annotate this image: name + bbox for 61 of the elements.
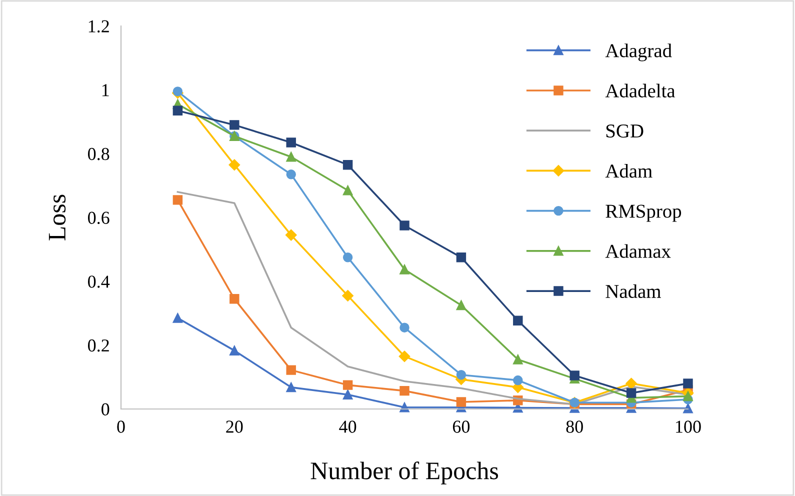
point [570, 370, 580, 380]
legend-label: Adamax [605, 244, 671, 258]
y-axis-title: Loss [48, 194, 66, 240]
point [626, 378, 637, 390]
legend-label: Adadelta [605, 84, 676, 98]
point [285, 229, 297, 241]
x-tick-label: 60 [452, 420, 470, 433]
legend-label: Adagrad [605, 44, 672, 62]
legend-label: Adam [605, 164, 652, 178]
point [342, 390, 353, 400]
point [400, 264, 410, 274]
point [513, 354, 523, 364]
point [513, 316, 523, 326]
x-tick-label: 20 [226, 420, 243, 433]
point [230, 294, 240, 304]
point [342, 186, 353, 196]
y-tick-label: 0.2 [88, 339, 109, 352]
point [228, 159, 240, 170]
x-tick-label: 0 [117, 420, 125, 433]
point [456, 300, 466, 310]
x-tick-label: 100 [676, 420, 701, 433]
x-tick-label: 80 [566, 420, 583, 433]
y-tick-label: 1.2 [88, 20, 109, 33]
x-tick-label: 40 [339, 420, 356, 433]
point [626, 388, 636, 398]
point [286, 365, 296, 375]
point [400, 386, 410, 396]
legend-label: Nadam [606, 284, 661, 298]
point [400, 322, 410, 332]
point [456, 397, 466, 407]
point [342, 290, 354, 302]
point [683, 404, 693, 414]
point [286, 170, 296, 180]
point [683, 378, 693, 388]
point [286, 152, 296, 162]
point [230, 346, 240, 356]
point [172, 313, 183, 323]
point [286, 138, 296, 148]
point [400, 402, 410, 412]
y-tick-label: 1 [102, 84, 109, 96]
point [286, 382, 296, 392]
point [456, 370, 466, 380]
x-axis-title: Number of Epochs [310, 461, 498, 484]
point [172, 195, 183, 205]
point [342, 380, 353, 390]
point [400, 220, 410, 230]
point [398, 350, 410, 362]
y-tick-label: 0.6 [88, 212, 110, 224]
point [172, 86, 183, 96]
y-tick-label: 0 [102, 403, 110, 416]
point [342, 252, 353, 262]
point [172, 106, 183, 116]
point [513, 375, 523, 386]
legend-label: SGD [606, 124, 644, 138]
y-tick-label: 0.8 [88, 148, 110, 160]
y-tick-label: 0.4 [88, 276, 110, 288]
point [456, 252, 466, 262]
point [230, 120, 240, 130]
point [683, 391, 693, 402]
legend-label: RMSprop [606, 204, 682, 222]
point [342, 160, 353, 170]
